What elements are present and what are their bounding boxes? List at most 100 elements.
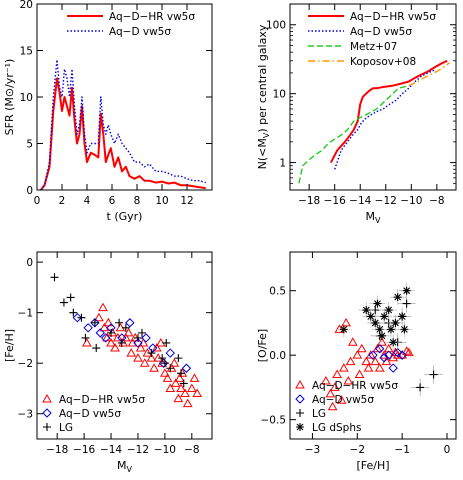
data-point <box>115 318 124 327</box>
data-point <box>162 338 171 347</box>
data-point <box>402 286 411 295</box>
data-point <box>133 353 143 362</box>
series-line-2 <box>40 59 207 190</box>
data-point <box>117 338 126 347</box>
data-point <box>121 323 130 332</box>
legend-label: Koposov+08 <box>350 56 416 68</box>
data-point <box>365 350 376 359</box>
legend-marker <box>295 394 305 404</box>
data-point <box>92 344 101 353</box>
y-axis-label: [O/Fe] <box>256 329 269 362</box>
plot-frame <box>289 251 457 440</box>
data-point <box>389 338 398 347</box>
legend-label: Aq−D−HR vw5σ <box>312 380 398 392</box>
y-tick-label: 20 <box>20 0 33 11</box>
x-tick-label: −12 <box>127 444 149 456</box>
y-tick-label: −0.5 <box>261 415 287 427</box>
plot-data <box>50 273 203 408</box>
legend-label: LG <box>312 408 326 420</box>
data-point <box>391 318 400 327</box>
data-point <box>352 350 363 359</box>
plot-data <box>321 282 443 411</box>
plot-data <box>298 59 451 184</box>
x-tick-label: −16 <box>324 195 346 207</box>
data-point <box>177 369 186 378</box>
data-point <box>147 349 156 358</box>
data-point <box>90 318 99 327</box>
legend-label: Metz+07 <box>350 41 397 53</box>
y-tick-label: 1 <box>279 158 286 170</box>
x-axis-label: MV <box>117 459 133 474</box>
y-tick-label: −1 <box>18 308 33 320</box>
data-point <box>345 356 356 366</box>
data-point <box>341 317 351 327</box>
series-line-1 <box>40 77 206 190</box>
data-point <box>397 350 407 360</box>
data-point <box>165 348 175 358</box>
y-axis-label: SFR (M⊙/yr⁻¹) <box>3 59 16 136</box>
data-point <box>393 293 402 302</box>
legend-label: Aq−D vw5σ <box>59 408 121 420</box>
data-point <box>404 347 414 357</box>
legend: Aq−D−HR vw5σ Aq−D vw5σ LG <box>42 393 145 434</box>
y-tick-label: 10 <box>20 92 33 104</box>
data-point <box>125 318 135 328</box>
data-point <box>370 356 381 366</box>
data-point <box>373 299 382 308</box>
legend-marker <box>296 409 304 417</box>
data-point <box>372 343 383 353</box>
data-point <box>158 358 169 368</box>
x-tick-label: 4 <box>84 195 91 207</box>
series-line-2 <box>334 69 435 170</box>
data-point <box>174 373 185 382</box>
legend-label: Aq−D−HR vw5σ <box>109 11 195 23</box>
data-point <box>77 313 86 322</box>
data-point <box>368 350 378 360</box>
data-point <box>180 388 190 398</box>
data-point <box>361 356 372 366</box>
data-point <box>126 348 137 357</box>
data-point <box>327 401 338 411</box>
data-point <box>347 337 358 346</box>
y-tick-label: 15 <box>20 46 33 58</box>
legend-marker <box>43 423 51 431</box>
x-tick-label: −18 <box>46 444 68 456</box>
data-point <box>416 383 425 392</box>
data-point <box>174 354 183 363</box>
data-point <box>141 333 151 343</box>
x-tick-label: 8 <box>134 195 141 207</box>
data-point <box>362 306 371 315</box>
chart-panel-1: 0 2 4 6 8 10 12 0 5 10 15 20 t (Gyr) SFR (M⊙/yr⁻¹) Aq−… <box>3 0 213 223</box>
x-axis-label: t (Gyr) <box>107 210 143 223</box>
data-point <box>139 358 150 367</box>
legend-label: Aq−D−HR vw5σ <box>350 11 436 23</box>
data-point <box>59 298 68 307</box>
data-point <box>330 382 340 391</box>
data-point <box>379 353 389 363</box>
y-axis-label: N(<MV) per central galaxy <box>256 24 271 169</box>
plot-data <box>40 59 207 190</box>
data-point <box>338 363 349 372</box>
legend-marker <box>42 393 52 403</box>
legend-label: Aq−D vw5σ <box>350 26 412 38</box>
data-point <box>371 318 380 327</box>
data-point <box>98 302 108 312</box>
data-point <box>160 359 169 368</box>
x-tick-label: −2 <box>350 444 365 456</box>
data-point <box>176 383 186 392</box>
data-point <box>160 368 170 377</box>
chart-panel-4: −3 −2 −1 0 −0.5 0.0 0.5 [Fe/H] [O/Fe] Aq−D−HR vw5… <box>256 251 457 472</box>
data-point <box>181 363 192 373</box>
data-point <box>69 308 78 317</box>
data-point <box>95 328 105 338</box>
x-tick-label: −8 <box>429 195 444 207</box>
data-point <box>133 338 143 348</box>
x-tick-label: −10 <box>400 195 422 207</box>
data-point <box>106 337 116 347</box>
data-point <box>83 323 93 333</box>
data-point <box>133 333 142 342</box>
x-tick-label: 2 <box>59 195 66 207</box>
data-point <box>112 332 123 342</box>
y-tick-label: 100 <box>266 20 286 32</box>
data-point <box>321 375 331 385</box>
